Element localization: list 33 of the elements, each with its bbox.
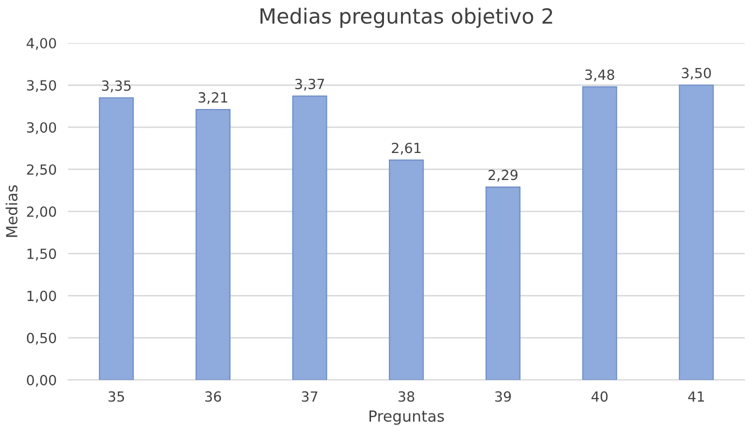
chart-title: Medias preguntas objetivo 2 bbox=[260, 8, 552, 28]
y-tick-label: 4,00 bbox=[26, 38, 56, 50]
x-tick-label: 39 bbox=[495, 391, 511, 402]
bar bbox=[582, 86, 618, 380]
y-tick-label: 2,50 bbox=[27, 164, 56, 176]
y-tick-label: 3,00 bbox=[27, 122, 56, 134]
data-label: 2,61 bbox=[392, 142, 421, 155]
data-label: 3,35 bbox=[102, 80, 131, 92]
y-tick-label: 0,50 bbox=[26, 332, 56, 345]
x-tick-label: 36 bbox=[205, 391, 221, 402]
bar bbox=[196, 108, 230, 380]
y-axis-title: Medias bbox=[6, 185, 18, 237]
y-tick-label: 0,00 bbox=[26, 374, 56, 387]
x-tick-label: 35 bbox=[108, 391, 124, 402]
y-tick-label: 1,50 bbox=[28, 248, 56, 260]
x-tick-label: 40 bbox=[592, 391, 608, 402]
bar bbox=[98, 97, 134, 380]
y-tick-label: 1,00 bbox=[28, 290, 56, 303]
bar bbox=[388, 160, 424, 380]
x-tick-label: 41 bbox=[688, 391, 704, 402]
data-label: 2,29 bbox=[488, 170, 518, 182]
data-label: 3,48 bbox=[585, 69, 614, 82]
bar bbox=[292, 96, 328, 380]
y-tick-label: 3,50 bbox=[27, 80, 56, 92]
x-axis-title: Preguntas bbox=[370, 410, 444, 425]
data-label: 3,50 bbox=[682, 68, 711, 80]
data-label: 3,37 bbox=[295, 78, 324, 91]
y-tick-label: 2,00 bbox=[27, 206, 56, 218]
bar bbox=[678, 84, 714, 380]
x-tick-label: 38 bbox=[398, 391, 414, 402]
data-label: 3,21 bbox=[198, 92, 228, 104]
bar bbox=[486, 186, 520, 380]
x-tick-label: 37 bbox=[302, 391, 318, 402]
